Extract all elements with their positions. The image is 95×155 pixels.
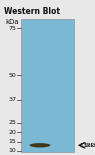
Text: 50: 50	[8, 73, 16, 78]
Bar	[21, 19, 74, 152]
Text: 20: 20	[8, 130, 16, 135]
Text: 15: 15	[8, 139, 16, 144]
Text: 10: 10	[8, 148, 16, 153]
Text: 75: 75	[8, 26, 16, 31]
Text: 25: 25	[8, 120, 16, 125]
Ellipse shape	[29, 143, 50, 147]
Text: 37: 37	[8, 97, 16, 102]
Text: Western Blot: Western Blot	[4, 7, 60, 16]
Text: 13kDa: 13kDa	[84, 143, 95, 148]
Text: kDa: kDa	[5, 19, 19, 25]
Text: 13kDa: 13kDa	[79, 143, 95, 148]
